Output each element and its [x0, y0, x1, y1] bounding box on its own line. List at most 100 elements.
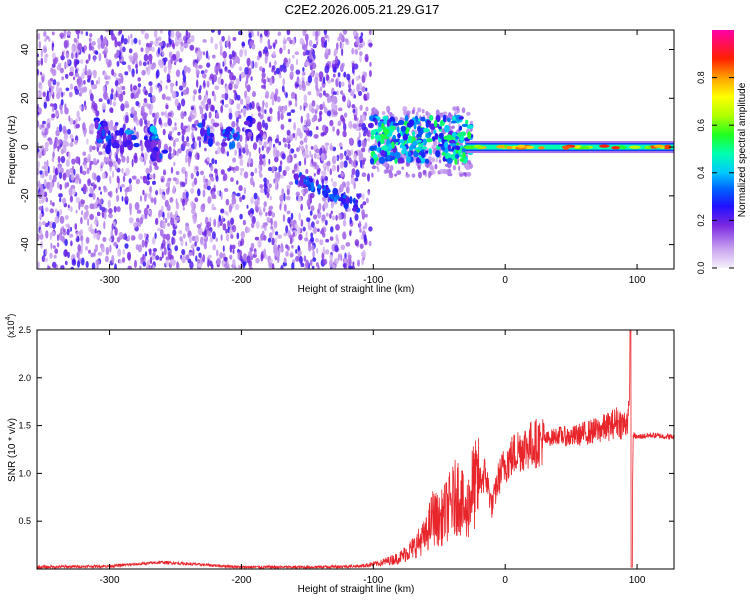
spectral-point [208, 254, 212, 259]
spectral-point [257, 121, 262, 132]
spectral-point [163, 243, 166, 249]
spectral-point [63, 132, 69, 141]
spectral-point [296, 226, 301, 235]
spectral-point [343, 258, 348, 264]
spectral-point [320, 132, 325, 137]
spectral-point [235, 122, 239, 127]
spectral-point [207, 232, 212, 237]
spectral-point [291, 245, 294, 249]
spectral-point [279, 47, 283, 54]
spectral-point [170, 217, 175, 226]
spectral-point [426, 138, 433, 143]
spectral-point [313, 134, 319, 139]
colorbar-tick-label: 0.4 [696, 167, 706, 180]
spectral-point [376, 165, 379, 169]
spectral-point [271, 212, 276, 218]
spectral-point [385, 168, 390, 174]
spectral-point [298, 212, 302, 221]
spectral-point [350, 148, 354, 156]
spectral-point [112, 170, 115, 179]
spectral-point [266, 76, 269, 82]
spectral-point [297, 250, 302, 257]
spectral-point [290, 212, 294, 220]
spectral-point [456, 142, 460, 146]
spectral-point [348, 79, 351, 86]
spectral-point [288, 150, 291, 155]
spectral-point [259, 184, 264, 189]
spectral-point [56, 85, 59, 93]
spectral-point [444, 163, 450, 167]
spectral-point [224, 66, 228, 71]
spectral-point [294, 163, 298, 169]
spectral-point [269, 107, 273, 114]
spectral-point [277, 234, 282, 239]
spectral-point [99, 126, 104, 132]
spectral-point [152, 146, 160, 152]
spectral-point [76, 251, 80, 259]
spectral-point [52, 52, 56, 59]
spectral-point [417, 107, 422, 113]
spectral-point [126, 155, 130, 164]
spectral-point [298, 78, 301, 86]
spectral-point [149, 248, 152, 256]
spectral-point [259, 208, 263, 217]
spectral-point [308, 239, 311, 247]
spectral-point [51, 105, 55, 113]
spectral-point [103, 211, 107, 220]
spectral-point [140, 30, 145, 35]
spectral-point [198, 94, 202, 101]
spectral-point [65, 159, 70, 167]
spectral-point [202, 254, 206, 263]
spectral-point [428, 148, 432, 155]
spectral-point [263, 141, 267, 149]
spectral-point [374, 134, 381, 140]
spectral-point [149, 174, 154, 179]
spectral-point [348, 265, 353, 269]
spectral-point [426, 162, 430, 169]
spectral-point [39, 229, 43, 236]
spectral-point [153, 118, 156, 127]
spectral-point [207, 196, 212, 204]
spectral-point [342, 194, 347, 199]
spectral-point [309, 195, 313, 204]
spectral-point [424, 158, 430, 164]
spectral-point [118, 30, 123, 35]
snr-frame [36, 329, 675, 570]
spectral-point [102, 85, 106, 93]
spectral-point [268, 205, 274, 210]
spectral-point [225, 198, 230, 206]
spectral-point [122, 234, 125, 240]
spectral-point [37, 53, 40, 58]
spectral-point [157, 47, 160, 55]
y-tick-label: -40 [20, 237, 31, 252]
spectral-point [271, 65, 276, 71]
spectral-point [95, 110, 100, 117]
spectral-point [159, 59, 164, 69]
spectral-point [273, 220, 278, 229]
spectral-point [254, 205, 259, 213]
spectral-point [368, 42, 373, 47]
spectral-point [294, 101, 298, 108]
spectral-point [87, 218, 90, 227]
spectral-point [101, 161, 105, 167]
spectral-point [79, 59, 84, 64]
spectral-point [292, 169, 295, 174]
spectral-point [188, 251, 193, 256]
spectral-point [172, 177, 177, 182]
spectral-point [459, 142, 463, 147]
spectral-point [217, 146, 221, 155]
spectral-point [190, 35, 195, 43]
spectral-point [232, 258, 236, 268]
spectral-point [234, 110, 239, 117]
spectral-point [142, 261, 147, 267]
spectral-point [115, 187, 118, 194]
spectral-point [144, 251, 148, 257]
spectral-point [362, 160, 365, 165]
spectral-point [225, 228, 228, 234]
spectral-point [444, 124, 450, 133]
spectral-point [308, 183, 312, 192]
spectral-point [122, 175, 126, 183]
spectral-point [194, 197, 199, 203]
spectral-point [239, 213, 243, 220]
spectral-point [135, 178, 141, 185]
